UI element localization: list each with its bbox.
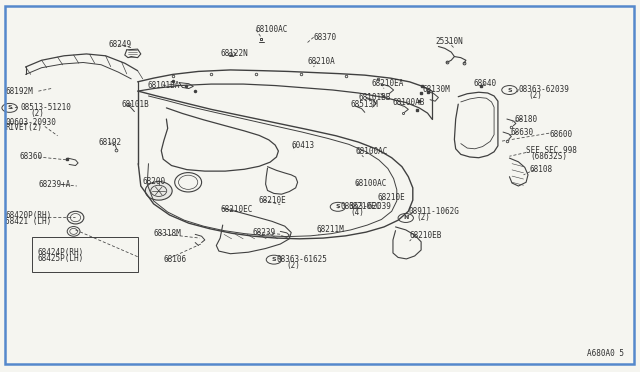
Text: 68180: 68180 bbox=[515, 115, 538, 124]
Text: 68101BA: 68101BA bbox=[147, 81, 180, 90]
Text: 68640: 68640 bbox=[474, 79, 497, 88]
Bar bbox=[32, 237, 138, 272]
Text: 08911-1062G: 08911-1062G bbox=[408, 207, 459, 216]
Text: N: N bbox=[403, 215, 408, 221]
Text: 68318M: 68318M bbox=[154, 229, 181, 238]
Text: S: S bbox=[7, 105, 12, 110]
Text: 68630: 68630 bbox=[511, 128, 534, 137]
Text: 68108: 68108 bbox=[530, 165, 553, 174]
Text: 68513M: 68513M bbox=[351, 100, 378, 109]
Text: 68425P(LH): 68425P(LH) bbox=[37, 254, 83, 263]
Text: 68239: 68239 bbox=[252, 228, 275, 237]
Text: S: S bbox=[335, 204, 340, 209]
Ellipse shape bbox=[145, 182, 172, 200]
Text: 08363-62039: 08363-62039 bbox=[518, 85, 569, 94]
Text: 68210A: 68210A bbox=[307, 57, 335, 66]
Text: 68600: 68600 bbox=[549, 130, 572, 139]
Text: (2): (2) bbox=[287, 261, 301, 270]
Text: (4): (4) bbox=[351, 208, 365, 217]
Text: 68210E: 68210E bbox=[259, 196, 286, 205]
Text: 68370: 68370 bbox=[314, 33, 337, 42]
Text: RIVET(2): RIVET(2) bbox=[5, 124, 42, 132]
Text: A680A0 5: A680A0 5 bbox=[587, 349, 624, 358]
Text: 68424P(RH): 68424P(RH) bbox=[37, 248, 83, 257]
Text: 68210EC: 68210EC bbox=[349, 202, 381, 211]
Text: 68100AC: 68100AC bbox=[356, 147, 388, 156]
Text: 68101BB: 68101BB bbox=[358, 93, 391, 102]
Text: (2): (2) bbox=[416, 213, 430, 222]
Text: 25310N: 25310N bbox=[435, 37, 463, 46]
Text: 08363-62039: 08363-62039 bbox=[340, 202, 391, 211]
Text: 68210EA: 68210EA bbox=[371, 79, 404, 88]
Text: S: S bbox=[271, 257, 276, 262]
Text: 68100AC: 68100AC bbox=[256, 25, 289, 34]
Text: 68100AB: 68100AB bbox=[393, 98, 426, 107]
Text: 00603-20930: 00603-20930 bbox=[5, 118, 56, 126]
Text: 68192: 68192 bbox=[99, 138, 122, 147]
Text: 68210EB: 68210EB bbox=[410, 231, 442, 240]
Text: (68632S): (68632S) bbox=[530, 152, 567, 161]
Text: 68122N: 68122N bbox=[221, 49, 248, 58]
Text: 08363-61625: 08363-61625 bbox=[276, 255, 327, 264]
Text: 68210EC: 68210EC bbox=[220, 205, 253, 214]
Text: 68101B: 68101B bbox=[122, 100, 149, 109]
Text: 68239+A: 68239+A bbox=[38, 180, 71, 189]
Text: 68106: 68106 bbox=[164, 255, 187, 264]
Text: (2): (2) bbox=[31, 109, 45, 118]
Text: 68100AC: 68100AC bbox=[355, 179, 387, 187]
Text: 68360: 68360 bbox=[19, 153, 42, 161]
Text: 08513-51210: 08513-51210 bbox=[20, 103, 71, 112]
Text: 68249: 68249 bbox=[109, 40, 132, 49]
Text: 68130M: 68130M bbox=[422, 85, 450, 94]
Text: 68192M: 68192M bbox=[5, 87, 33, 96]
Text: 68421 (LH): 68421 (LH) bbox=[5, 217, 51, 226]
Text: 68210E: 68210E bbox=[378, 193, 405, 202]
Text: 68211M: 68211M bbox=[316, 225, 344, 234]
Text: 60413: 60413 bbox=[291, 141, 314, 150]
Text: SEE SEC.998: SEE SEC.998 bbox=[526, 146, 577, 155]
Text: 68420P(RH): 68420P(RH) bbox=[5, 211, 51, 220]
Text: (2): (2) bbox=[529, 92, 543, 100]
Text: 68200: 68200 bbox=[142, 177, 165, 186]
Text: S: S bbox=[507, 87, 512, 93]
